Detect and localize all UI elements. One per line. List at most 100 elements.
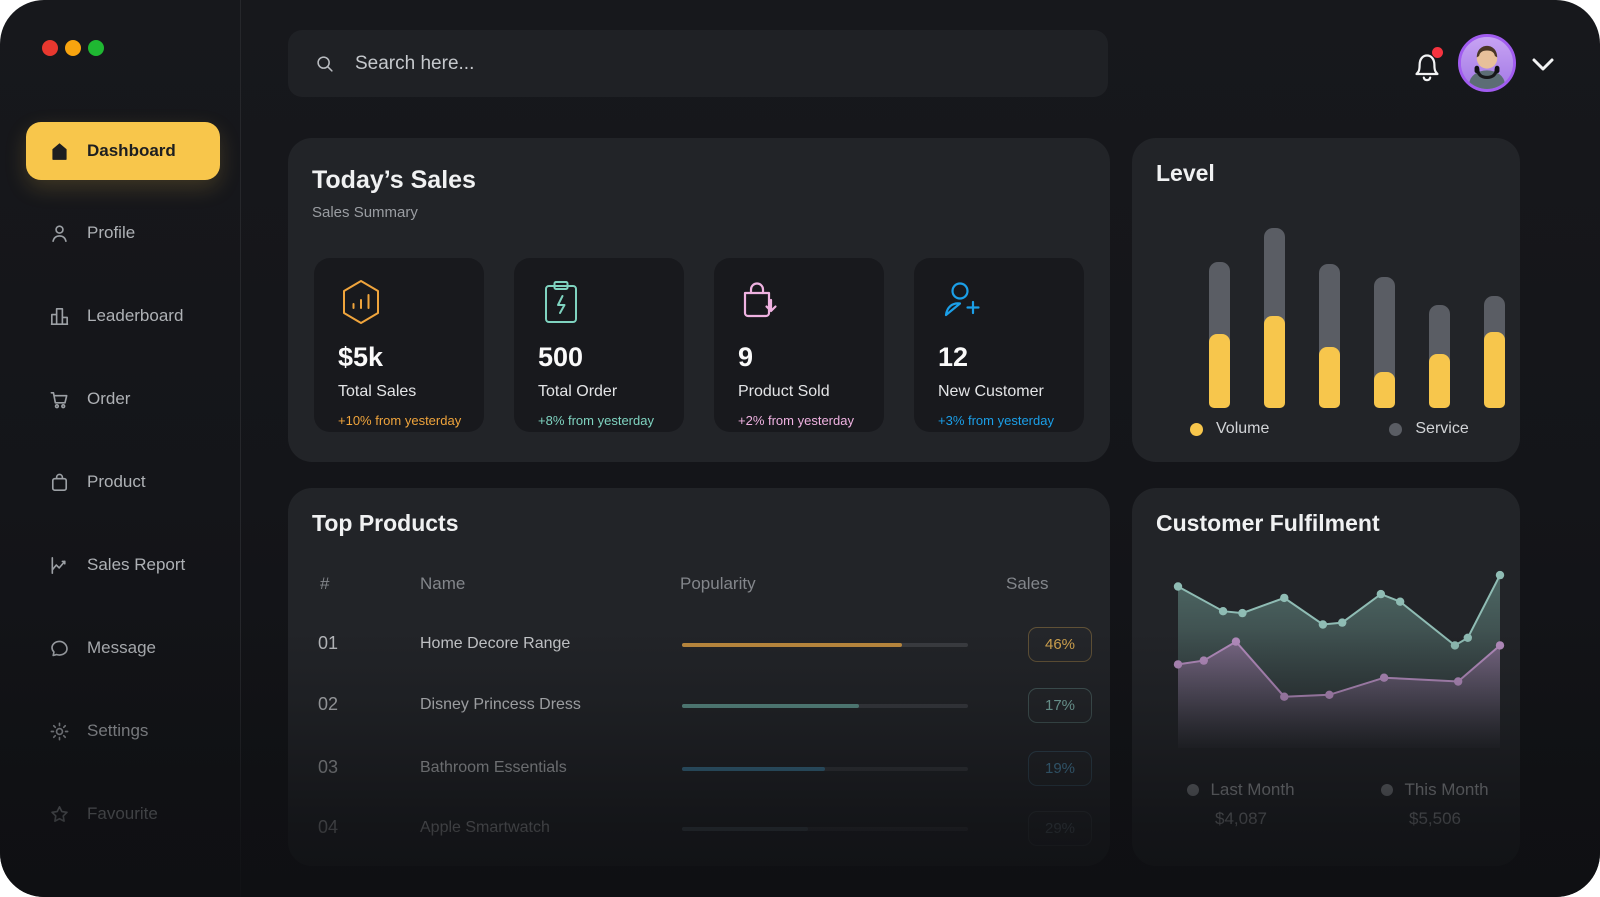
sidebar-item-favourite[interactable]: Favourite <box>26 790 220 838</box>
minimize-window-button[interactable] <box>65 40 81 56</box>
star-icon <box>51 805 68 822</box>
sidebar-item-order[interactable]: Order <box>26 375 220 423</box>
table-row[interactable]: 03 Bathroom Essentials 19% <box>288 749 1110 789</box>
stat-cards: $5k Total Sales +10% from yesterday 500 … <box>314 258 1084 432</box>
sidebar-item-label: Profile <box>87 223 136 242</box>
data-point <box>1199 656 1208 665</box>
data-point <box>1318 620 1328 629</box>
sidebar-item-profile[interactable]: Profile <box>26 209 220 257</box>
row-number: 04 <box>318 817 339 837</box>
column-header-num: # <box>320 574 330 593</box>
top-products-panel: Top Products # Name Popularity Sales 01 … <box>288 488 1110 866</box>
data-point <box>1395 597 1405 606</box>
hexagon-chart-icon <box>343 280 379 324</box>
panel-title: Today’s Sales <box>312 166 476 194</box>
popularity-fill <box>682 767 825 771</box>
stat-value: $5k <box>338 342 384 372</box>
search-input[interactable] <box>353 51 1082 76</box>
data-point <box>1325 690 1334 699</box>
stat-card-new-customer[interactable]: 12 New Customer +3% from yesterday <box>914 258 1084 432</box>
level-panel: Level Volume Service <box>1132 138 1520 462</box>
data-point <box>1231 637 1241 646</box>
sales-badge: 46% <box>1028 627 1092 662</box>
stat-card-total-order[interactable]: 500 Total Order +8% from yesterday <box>514 258 684 432</box>
legend-label: Service <box>1415 420 1469 437</box>
data-point <box>1173 582 1183 591</box>
clipboard-bolt-icon <box>545 281 577 323</box>
stat-label: Product Sold <box>738 383 830 400</box>
stat-label: Total Sales <box>338 383 417 400</box>
sidebar-item-label: Dashboard <box>87 141 176 160</box>
sidebar-item-label: Settings <box>87 721 149 740</box>
chat-bubble-icon <box>51 640 68 656</box>
data-point <box>1463 633 1472 642</box>
product-name: Apple Smartwatch <box>420 819 550 836</box>
panel-title: Top Products <box>312 510 459 536</box>
service-dot <box>1389 422 1403 436</box>
product-name: Home Decore Range <box>420 635 571 652</box>
stat-value: 500 <box>538 342 584 372</box>
data-point <box>1495 641 1505 650</box>
column-header-sales: Sales <box>1006 574 1049 593</box>
stat-change: +3% from yesterday <box>938 413 1054 428</box>
user-icon <box>52 224 67 242</box>
data-point <box>1238 608 1247 618</box>
notification-button[interactable] <box>1410 47 1444 84</box>
sidebar-item-leaderboard[interactable]: Leaderboard <box>26 292 220 340</box>
row-number: 02 <box>318 694 339 714</box>
search-icon <box>317 55 333 72</box>
customer-fulfilment-panel: Customer Fulfilment Last Month $4,087 Th… <box>1132 488 1520 866</box>
gear-icon <box>50 722 69 740</box>
sidebar-item-product[interactable]: Product <box>26 458 220 506</box>
product-name: Bathroom Essentials <box>420 759 567 776</box>
data-point <box>1450 641 1460 650</box>
bag-icon <box>51 473 68 491</box>
stat-card-product-sold[interactable]: 9 Product Sold +2% from yesterday <box>714 258 884 432</box>
notification-unread-dot <box>1432 47 1443 58</box>
sidebar-item-message[interactable]: Message <box>26 624 220 672</box>
sidebar-item-settings[interactable]: Settings <box>26 707 220 755</box>
volume-dot <box>1190 422 1203 436</box>
user-avatar[interactable] <box>1458 34 1516 92</box>
data-point <box>1495 570 1505 580</box>
popularity-bar <box>682 704 968 708</box>
data-point <box>1218 607 1228 616</box>
popularity-bar <box>682 827 968 831</box>
home-icon <box>52 142 67 160</box>
stat-label: Total Order <box>538 383 618 400</box>
table-row[interactable]: 04 Apple Smartwatch 29% <box>288 809 1110 849</box>
sidebar-item-label: Order <box>87 389 131 408</box>
stat-value: 9 <box>738 342 754 372</box>
user-plus-icon <box>944 282 980 317</box>
sidebar-item-label: Leaderboard <box>87 306 184 325</box>
todays-sales-panel: Today’s Sales Sales Summary $5k Total Sa… <box>288 138 1110 462</box>
sidebar-item-label: Message <box>87 638 156 657</box>
data-point <box>1376 589 1386 599</box>
table-row[interactable]: 02 Disney Princess Dress 17% <box>288 686 1110 726</box>
chevron-down-icon <box>1532 58 1554 71</box>
stat-change: +8% from yesterday <box>538 413 654 428</box>
sidebar: Dashboard Profile Leaderboard Order Prod… <box>0 0 241 897</box>
level-bar <box>1484 226 1505 408</box>
close-window-button[interactable] <box>42 40 58 56</box>
stat-value: 12 <box>938 342 969 372</box>
legend-item-service: Service <box>1389 420 1469 438</box>
search-bar[interactable] <box>288 30 1108 97</box>
legend-label: This Month <box>1404 780 1489 799</box>
bag-arrow-down-icon <box>743 282 777 318</box>
zoom-window-button[interactable] <box>88 40 104 56</box>
popularity-fill <box>682 827 808 831</box>
sidebar-item-label: Sales Report <box>87 555 186 574</box>
stat-card-total-sales[interactable]: $5k Total Sales +10% from yesterday <box>314 258 484 432</box>
last-month-dot <box>1187 784 1200 796</box>
sales-badge: 17% <box>1028 688 1092 723</box>
sidebar-item-dashboard[interactable]: Dashboard <box>26 122 220 180</box>
panel-title: Level <box>1156 160 1215 186</box>
table-row[interactable]: 01 Home Decore Range 46% <box>288 625 1110 665</box>
data-point <box>1173 660 1183 669</box>
sales-badge: 29% <box>1028 811 1092 846</box>
legend-item-this-month: This Month $5,506 <box>1360 780 1510 829</box>
profile-menu-button[interactable] <box>1528 54 1558 76</box>
sidebar-item-sales-report[interactable]: Sales Report <box>26 541 220 589</box>
